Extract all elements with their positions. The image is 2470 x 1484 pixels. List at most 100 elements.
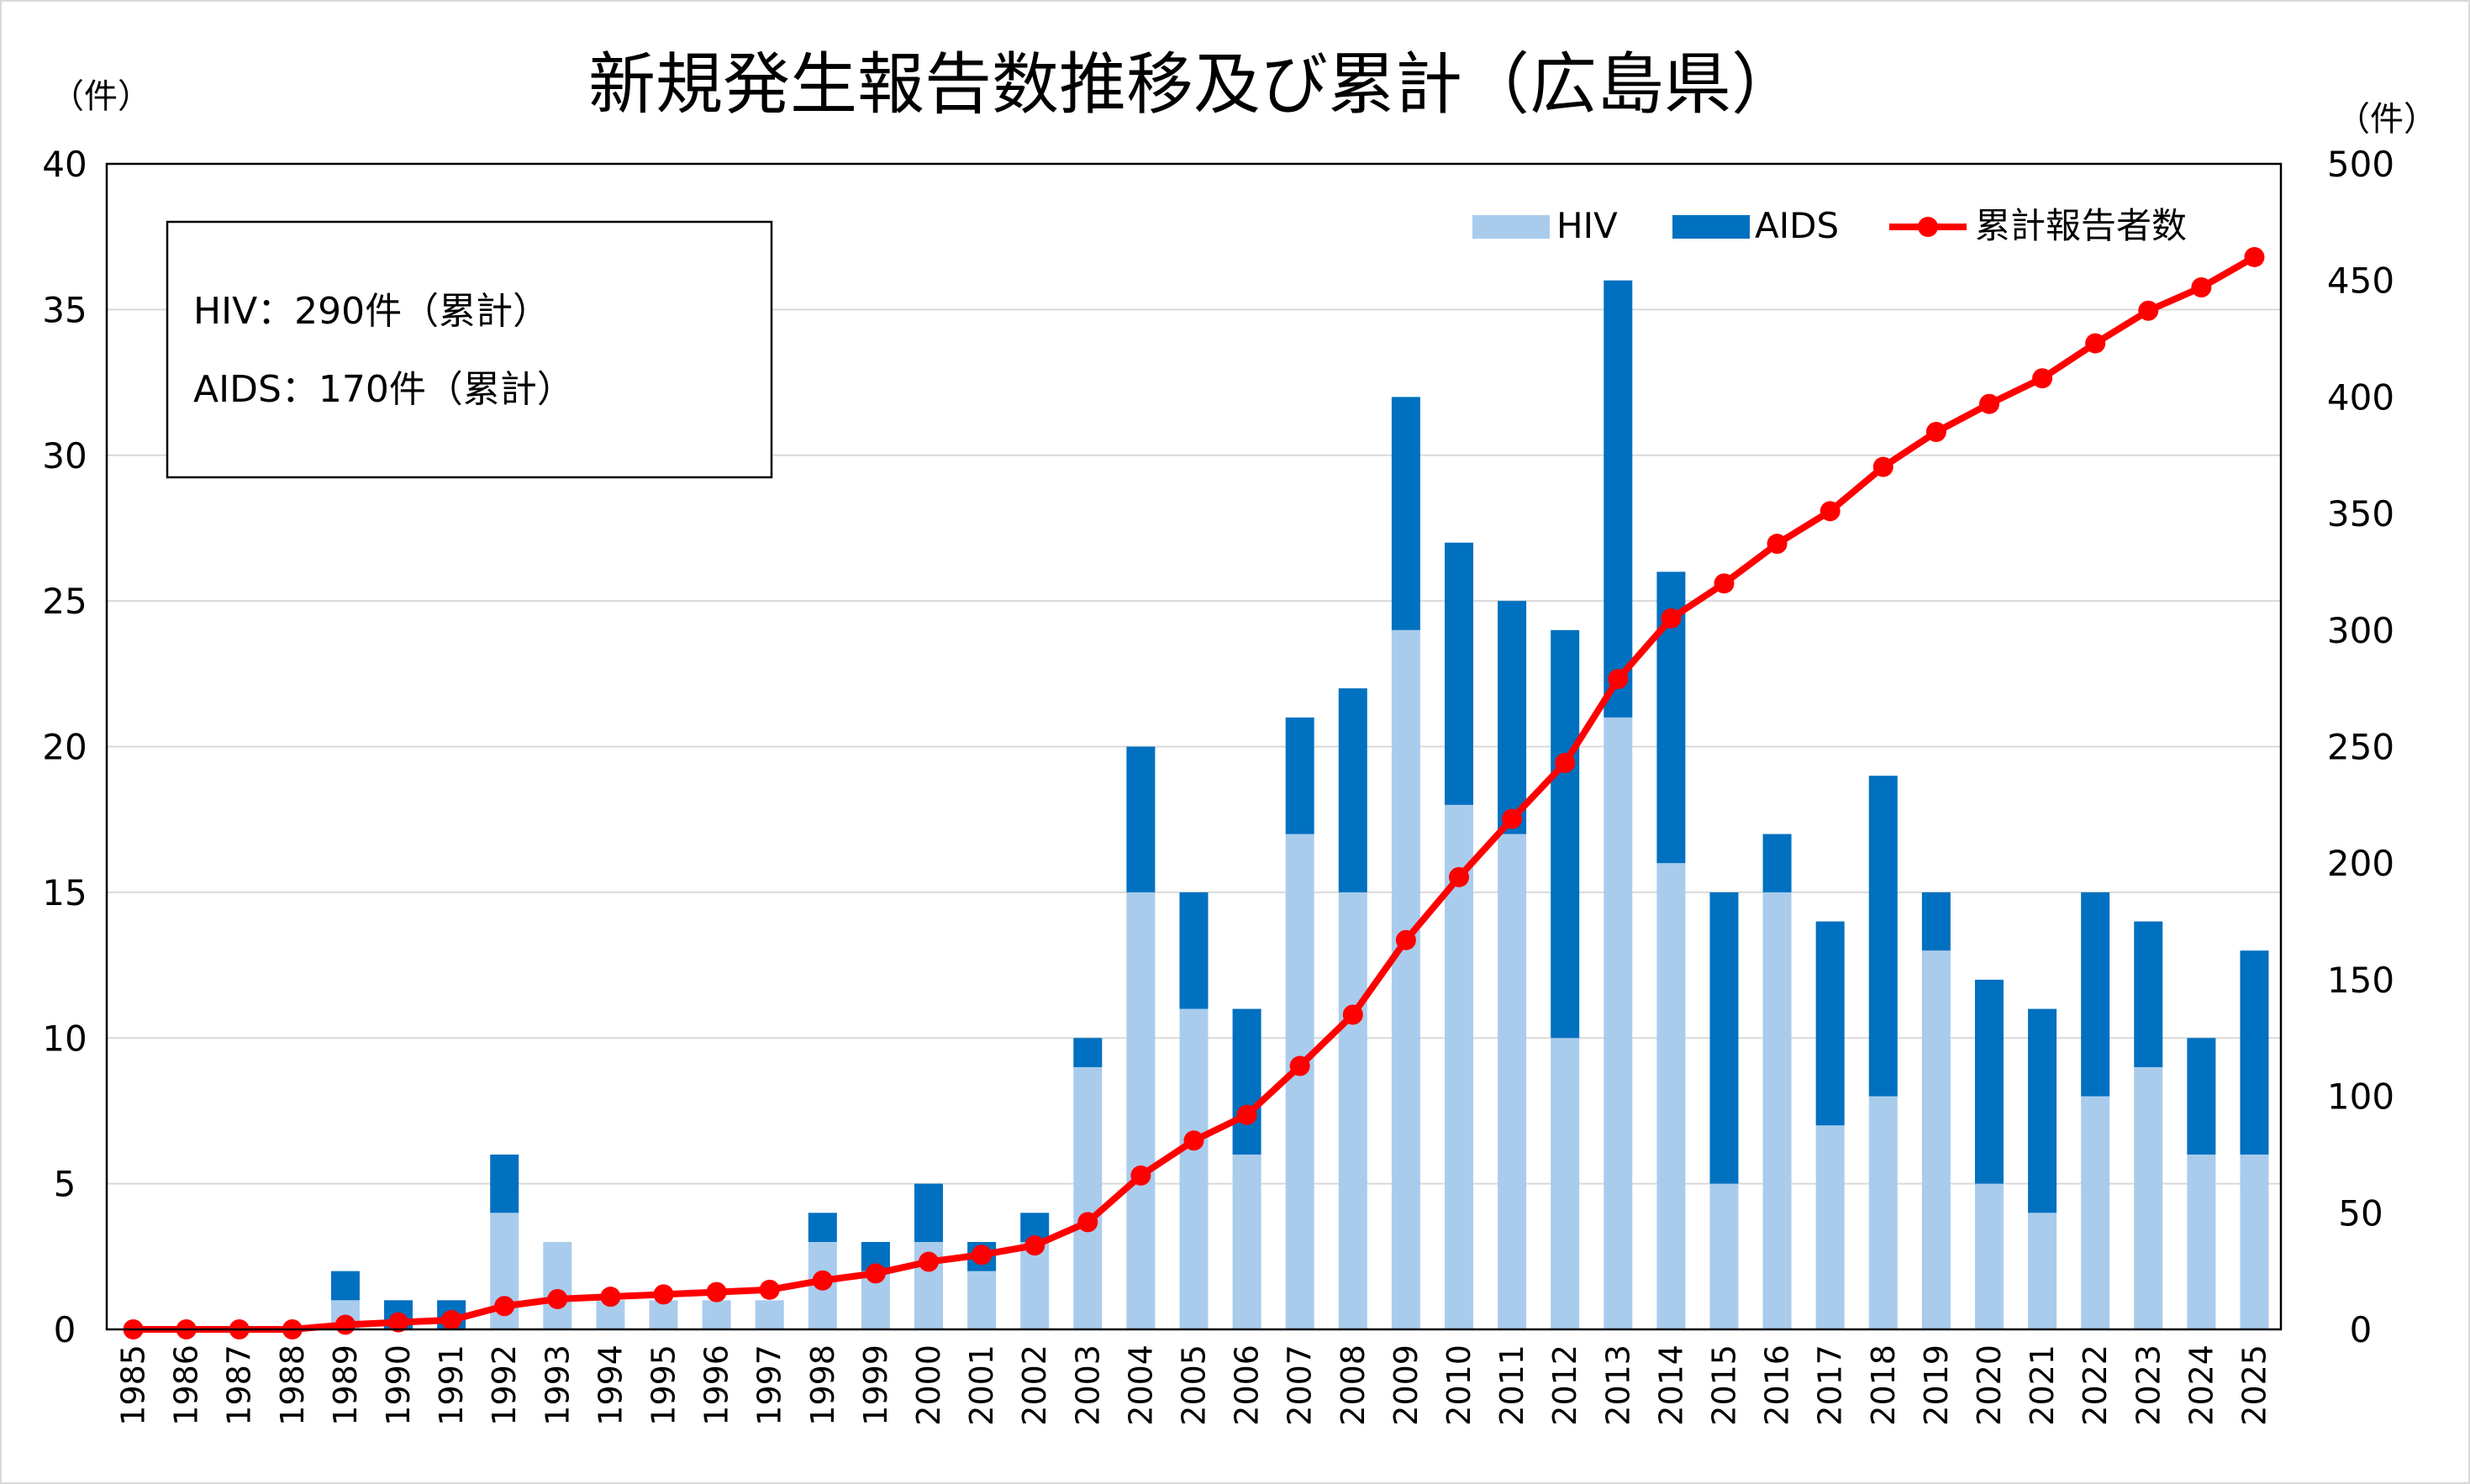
bar-hiv [1338,892,1367,1329]
left-tick-label: 35 [42,289,87,330]
bar-aids [1232,1008,1261,1155]
bar-aids [2240,950,2269,1155]
x-tick-label: 2015 [1705,1345,1742,1426]
x-tick-label: 1990 [380,1345,417,1426]
cumulative-point [1820,501,1841,522]
bar-aids [1815,921,1845,1126]
x-tick-label: 1999 [857,1345,894,1426]
x-tick-label: 2007 [1282,1345,1319,1426]
x-tick-label: 2018 [1865,1345,1902,1426]
bar-hiv [543,1241,572,1329]
left-tick-label: 40 [42,144,87,185]
bar-hiv [1391,629,1420,1329]
left-tick-label: 20 [42,727,87,768]
cumulative-point [2138,300,2159,321]
bar-aids [1974,979,2004,1184]
cumulative-point [1395,929,1416,950]
annotation-box: HIV：290件（累計） AIDS：170件（累計） [166,220,773,479]
right-tick-label: 400 [2327,376,2394,418]
cumulative-point [388,1312,409,1333]
x-tick-label: 1995 [645,1345,682,1426]
cumulative-point [972,1245,993,1266]
cumulative-point [1872,456,1893,477]
left-tick-label: 5 [54,1164,76,1205]
bar-hiv [1498,834,1527,1329]
left-tick-label: 25 [42,581,87,622]
bar-hiv [1868,1096,1898,1329]
bar-hiv [2187,1154,2216,1329]
bar-hiv [1551,1038,1580,1329]
x-tick-label: 1985 [115,1345,152,1426]
bar-hiv [1974,1183,2004,1329]
x-tick-label: 1996 [698,1345,735,1426]
bar-aids [1921,892,1951,951]
bar-aids [808,1213,837,1242]
cumulative-point [2085,333,2106,354]
legend-hiv-swatch [1472,215,1550,239]
annotation-frame [166,220,773,479]
cumulative-point [2244,246,2265,267]
legend-hiv-label: HIV [1556,205,1618,246]
bar-aids [1709,892,1739,1184]
x-tick-label: 2012 [1546,1345,1583,1426]
left-tick-label: 10 [42,1018,87,1059]
cumulative-point [865,1263,886,1284]
cumulative-point [919,1251,940,1272]
x-tick-label: 2025 [2236,1345,2273,1426]
x-tick-label: 1991 [433,1345,470,1426]
bar-hiv [1604,717,1633,1329]
bar-aids [1391,397,1420,630]
bar-hiv [1921,950,1951,1329]
annotation-aids: AIDS：170件（累計） [193,368,574,411]
right-tick-label: 350 [2327,493,2394,534]
bar-hiv [2081,1096,2110,1329]
bar-aids [1444,542,1473,805]
bar-hiv [1232,1154,1261,1329]
left-tick-label: 30 [42,435,87,476]
bar-hiv [1709,1183,1739,1329]
bar-hiv [967,1271,997,1329]
x-tick-label: 2024 [2183,1345,2220,1426]
bar-aids [1604,280,1633,718]
legend-aids-label: AIDS [1755,205,1839,246]
bar-hiv [2028,1213,2057,1329]
right-tick-label: 100 [2327,1076,2394,1118]
cumulative-point [1925,422,1946,443]
cumulative-point [706,1281,727,1302]
annotation-hiv: HIV：290件（累計） [193,290,550,333]
x-tick-label: 2016 [1759,1345,1796,1426]
bar-aids [1179,892,1209,1009]
plot-area [105,162,2283,1331]
bar-hiv [755,1300,784,1329]
x-tick-label: 1998 [804,1345,841,1426]
bar-hiv [1179,1008,1209,1329]
bar-aids [2187,1038,2216,1155]
x-tick-label: 2019 [1918,1345,1955,1426]
cumulative-point [812,1270,833,1291]
bar-hiv [1656,863,1686,1329]
x-tick-label: 1988 [274,1345,311,1426]
right-tick-label: 300 [2327,610,2394,651]
bar-aids [1073,1038,1103,1067]
right-axis-unit: （件） [2336,100,2437,139]
cumulative-point [1714,573,1735,594]
bar-hiv [649,1300,678,1329]
cumulative-point [1024,1235,1045,1256]
x-tick-label: 1994 [592,1345,629,1426]
x-tick-label: 1989 [327,1345,364,1426]
bar-aids [1868,776,1898,1097]
bar-aids [330,1271,360,1301]
right-tick-label: 250 [2327,727,2394,768]
cumulative-point [653,1284,674,1305]
x-tick-label: 2009 [1388,1345,1425,1426]
cumulative-point [1342,1004,1363,1025]
x-tick-label: 2011 [1493,1345,1530,1426]
left-tick-label: 15 [42,872,87,913]
x-tick-label: 2022 [2077,1345,2114,1426]
cumulative-point [1608,669,1629,690]
cumulative-point [2032,368,2053,389]
right-tick-label: 450 [2327,260,2394,302]
left-axis-unit: （件） [50,77,151,116]
legend-line-marker [1918,217,1938,237]
